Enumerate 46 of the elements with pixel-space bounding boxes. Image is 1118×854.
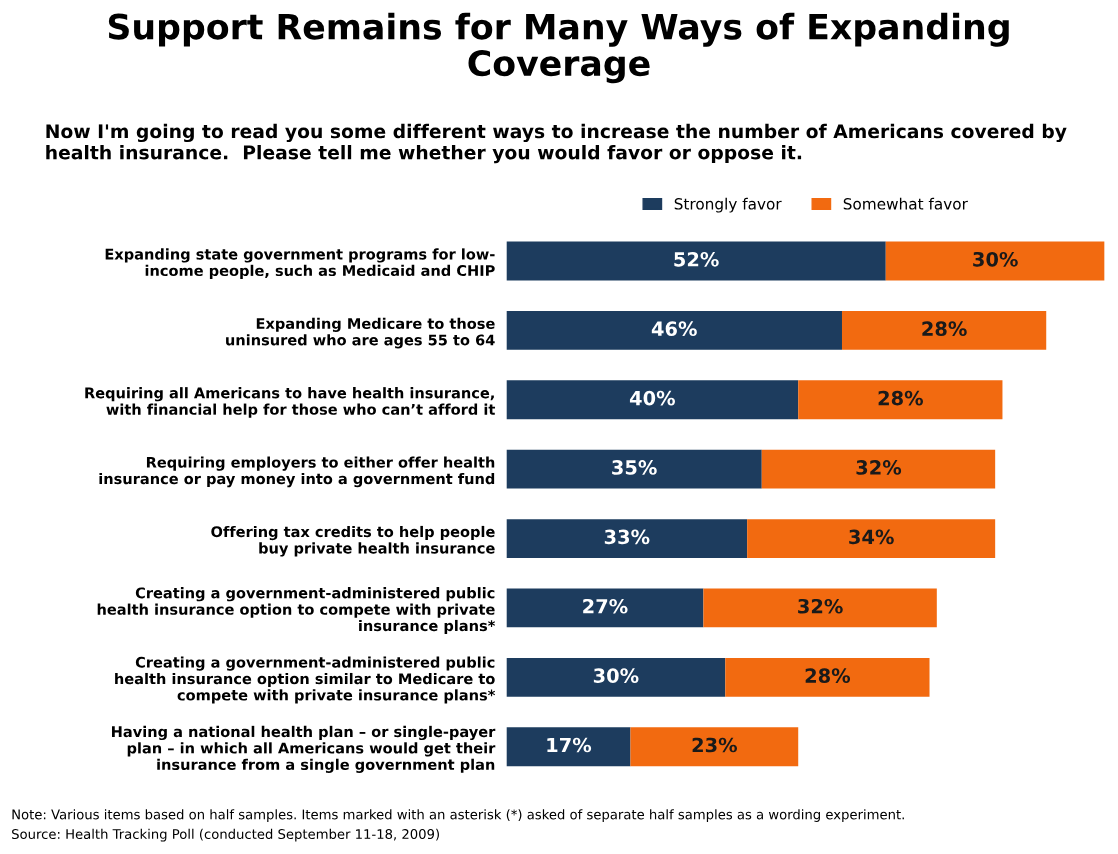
data-label: 28% bbox=[922, 321, 967, 337]
data-label: 52% bbox=[674, 251, 719, 267]
y-tick-label: Expanding Medicare to those uninsured who are ages 55 to 64 bbox=[226, 317, 495, 349]
bar bbox=[761, 449, 996, 489]
data-label: 32% bbox=[856, 460, 902, 475]
text: Note: Various items based on half samples. Items marked with an asterisk (*) asked of separate half samples as a wording experiment. bbox=[12, 809, 904, 822]
y-tick-label: Requiring employers to either offer health insurance or pay money into a government fund bbox=[99, 456, 495, 488]
y-tick-label: Offering tax credits to help people buy private health insurance bbox=[211, 525, 495, 557]
data-label: 32% bbox=[798, 598, 843, 614]
data-label: 27% bbox=[583, 598, 628, 614]
bar bbox=[841, 310, 1047, 350]
bar bbox=[506, 657, 726, 697]
data-label: 40% bbox=[629, 390, 675, 406]
legend-label: Strongly favor bbox=[674, 197, 782, 213]
data-label: 28% bbox=[805, 668, 851, 683]
bar bbox=[798, 380, 1003, 420]
data-label: 30% bbox=[593, 668, 639, 683]
y-tick-label: Creating a government-administered public health insurance option similar to Medicare to compete with private insurance plans* bbox=[115, 656, 496, 704]
data-label: 23% bbox=[692, 737, 737, 753]
bar bbox=[885, 241, 1105, 281]
bar bbox=[506, 519, 748, 558]
y-tick-label: Having a national health plan – or single-payer plan – in which all Americans would get their insurance from a single government plan bbox=[112, 725, 496, 773]
source-note: Source: Health Tracking Poll (conducted September 11-18, 2009) bbox=[12, 828, 439, 842]
bar bbox=[506, 241, 886, 281]
bar bbox=[747, 519, 996, 558]
bar bbox=[506, 449, 762, 489]
bar bbox=[506, 588, 704, 628]
data-label: 30% bbox=[973, 251, 1018, 267]
bar bbox=[506, 310, 842, 350]
bar bbox=[725, 657, 930, 697]
y-tick-label: Creating a government-administered public health insurance option to compete with private insurance plans* bbox=[97, 587, 496, 635]
chart-title: Support Remains for Many Ways of Expanding Coverage bbox=[108, 12, 1009, 84]
data-label: 17% bbox=[547, 737, 592, 753]
y-tick-label: Requiring all Americans to have health insurance, with financial help for those who can’t afford it bbox=[85, 387, 496, 418]
y-tick-label: Expanding state government programs for low- income people, such as Medicaid and CHIP bbox=[105, 248, 495, 279]
chart-subtitle: Now I'm going to read you some different ways to increase the number of Americans covered by health insurance. Please tell me whether you would favor or oppose it. bbox=[46, 123, 1067, 164]
data-label: 28% bbox=[878, 390, 923, 406]
data-label: 33% bbox=[604, 529, 650, 545]
bar bbox=[630, 727, 799, 767]
bar bbox=[506, 727, 631, 767]
data-label: 34% bbox=[849, 529, 894, 545]
bar bbox=[703, 588, 937, 628]
data-label: 46% bbox=[651, 321, 697, 337]
data-label: 35% bbox=[612, 460, 657, 475]
legend-label: Somewhat favor bbox=[843, 197, 968, 210]
bar bbox=[506, 380, 799, 420]
